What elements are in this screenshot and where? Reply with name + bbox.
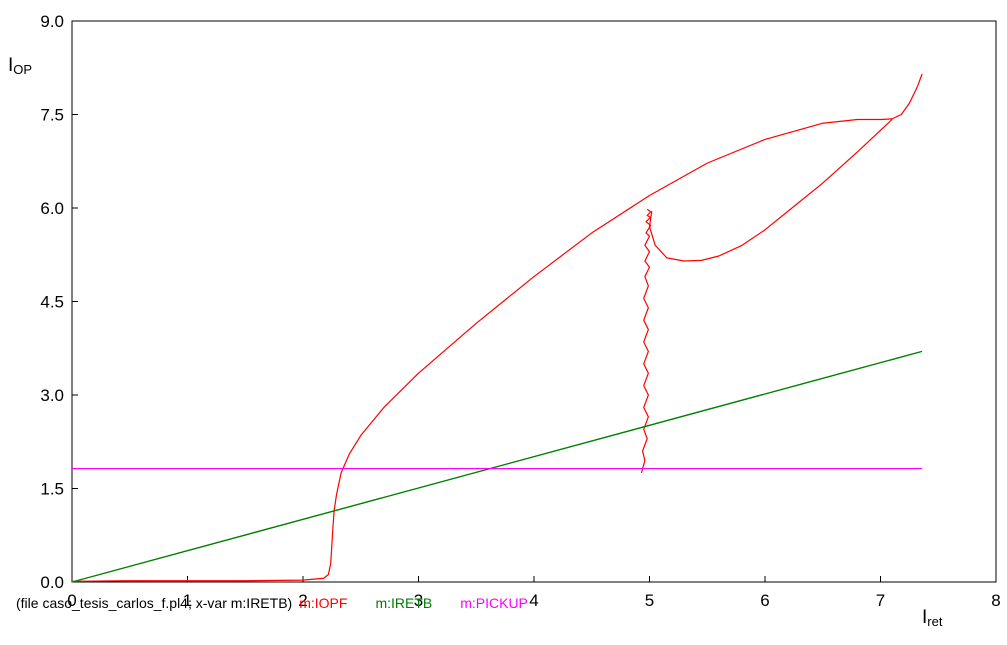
y-tick-label: 6.0 — [40, 199, 64, 218]
series-m-iretb — [71, 350, 923, 583]
x-tick-label: 1 — [183, 591, 192, 610]
legend-entry-pickup: m:PICKUP — [460, 595, 528, 611]
x-tick-label: 2 — [298, 591, 307, 610]
x-tick-label: 6 — [760, 591, 769, 610]
series-m-iopf — [71, 73, 923, 582]
x-tick-label: 3 — [414, 591, 423, 610]
y-tick-label: 0.0 — [40, 573, 64, 592]
footer-legend: (file caso_tesis_carlos_f.pl4; x-var m:I… — [16, 595, 528, 611]
x-tick-label: 4 — [529, 591, 538, 610]
axis-ticks: 0 1 2 3 4 5 6 7 8 0.0 1.5 3.0 4.5 6.0 7.5 9.0 — [40, 12, 1000, 610]
x-tick-label: 0 — [67, 591, 76, 610]
x-tick-label: 5 — [645, 591, 654, 610]
series-line — [640, 208, 652, 474]
series-line — [71, 350, 923, 583]
series-line — [71, 73, 923, 582]
x-axis-label-subscript: ret — [927, 614, 943, 629]
series-layer — [71, 73, 923, 583]
y-axis-label-main: I — [8, 55, 13, 76]
y-tick-label: 3.0 — [40, 386, 64, 405]
footer-file-text: (file caso_tesis_carlos_f.pl4; x-var m:I… — [16, 595, 292, 611]
legend-entry-iretb: m:IRETB — [375, 595, 432, 611]
x-axis-label-main: I — [922, 607, 927, 628]
legend-entry-iopf: m:IOPF — [299, 595, 347, 611]
y-tick-label: 4.5 — [40, 293, 64, 312]
y-tick-label: 1.5 — [40, 480, 64, 499]
x-tick-label: 8 — [991, 591, 1000, 610]
x-axis-label: Iret — [922, 607, 943, 629]
y-axis-label: IOP — [8, 55, 32, 77]
series-line — [648, 119, 893, 262]
y-tick-label: 9.0 — [40, 12, 64, 31]
y-tick-label: 7.5 — [40, 106, 64, 125]
y-axis-label-subscript: OP — [13, 62, 32, 77]
x-tick-label: 7 — [876, 591, 885, 610]
